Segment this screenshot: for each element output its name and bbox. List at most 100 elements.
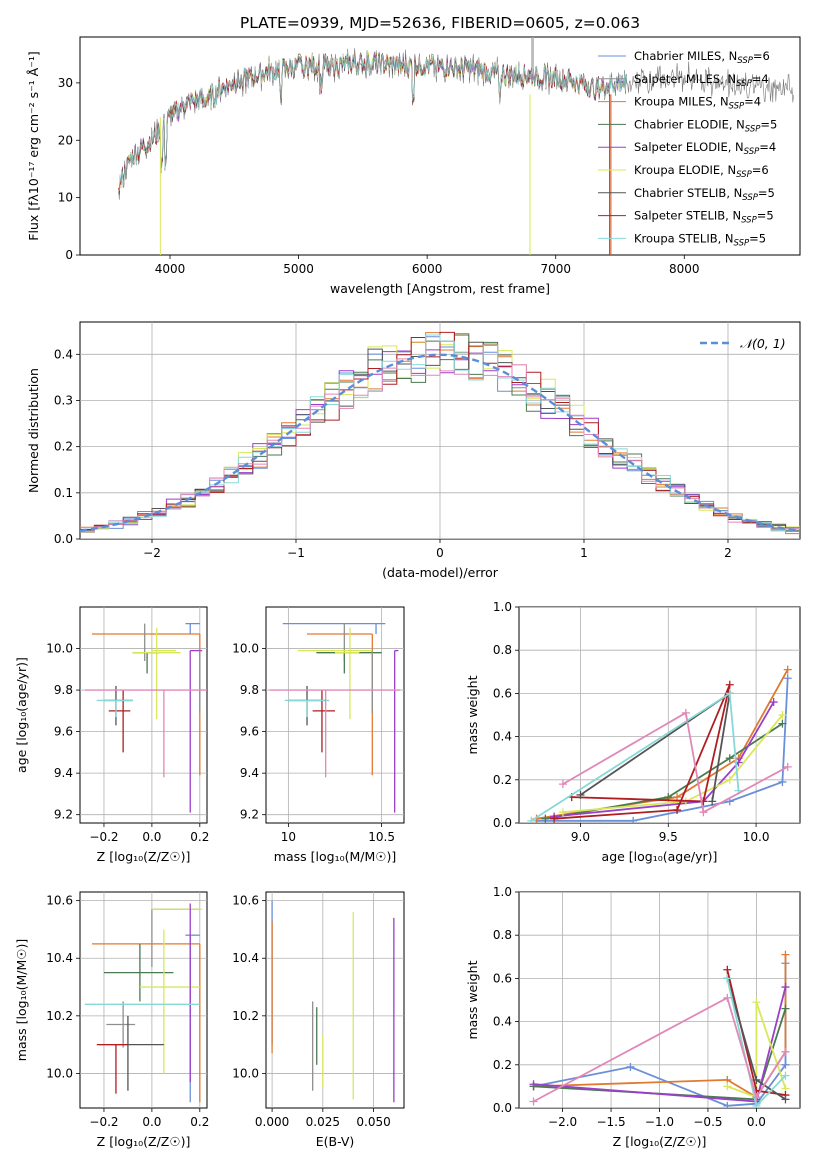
x-tick-label: 0.2 — [190, 1115, 209, 1129]
error-bars — [84, 903, 203, 1103]
x-axis-label: E(B-V) — [316, 1134, 355, 1149]
legend-suffix: =6 — [752, 163, 769, 177]
x-tick-label: 0.0 — [747, 1115, 766, 1129]
legend-suffix: =4 — [759, 140, 776, 154]
x-axis-label: Z [log₁₀(Z/Z☉)] — [97, 849, 191, 864]
legend-sub: SSP — [734, 238, 750, 248]
legend-sub: SSP — [729, 102, 745, 112]
weight-marker — [783, 674, 792, 683]
x-tick-label: 8000 — [669, 262, 700, 276]
y-tick-label: 9.4 — [54, 766, 73, 780]
weight-marker — [725, 754, 734, 763]
weight-marker — [778, 777, 787, 786]
weight-marker — [576, 790, 585, 799]
error-bar-point — [91, 943, 201, 1103]
weight-marker — [550, 814, 559, 823]
legend-name: Salpeter STELIB, N — [634, 209, 741, 223]
weight-marker — [781, 983, 790, 992]
plot-content — [118, 37, 794, 255]
y-axis-label: mass weight — [465, 675, 480, 754]
legend-suffix: =4 — [744, 95, 761, 109]
weight-marker — [752, 1101, 761, 1108]
weight-marker — [781, 1060, 790, 1069]
plot-content — [80, 322, 800, 539]
y-tick-label: 0.0 — [54, 532, 73, 546]
y-tick-label: 0.1 — [54, 486, 73, 500]
legend-name: Salpeter ELODIE, N — [634, 140, 744, 154]
y-tick-label: 10.0 — [232, 642, 259, 656]
weight-marker — [778, 719, 787, 728]
weight-line — [554, 701, 775, 818]
axes-residuals: −2 −1 0 1 2 0.0 0.1 0.2 0.3 0.4 (data-model)/error… — [26, 321, 801, 580]
axes-mass_vs_ebv: 0.000 0.025 0.050 10.0 10.2 10.4 10.6 E(B-V) — [232, 891, 405, 1149]
plot-content — [266, 892, 404, 1108]
y-tick-label: 30 — [58, 76, 73, 90]
plot-area — [518, 606, 801, 824]
x-axis-label: (data-model)/error — [382, 565, 499, 580]
weight-marker — [558, 808, 567, 817]
normal-curve — [80, 353, 800, 533]
plot-content — [519, 892, 800, 1108]
legend-name: Kroupa MILES, N — [634, 95, 729, 109]
y-tick-label: 0.0 — [493, 1101, 512, 1115]
legend-entry: Kroupa STELIB, NSSP=5 — [634, 231, 766, 248]
x-tick-label: −1.5 — [596, 1115, 625, 1129]
y-axis-label: Normed distribution — [26, 368, 41, 493]
x-tick-label: 0.0 — [142, 830, 161, 844]
legend-entry: Chabrier MILES, NSSP=6 — [634, 49, 770, 66]
plot-content — [80, 892, 207, 1108]
error-bar-point — [335, 627, 360, 720]
plot-content — [266, 607, 404, 823]
y-tick-label: 0.0 — [493, 816, 512, 830]
y-tick-label: 9.2 — [240, 808, 259, 822]
error-bar-point — [106, 1001, 136, 1048]
plot-area — [79, 891, 208, 1109]
legend-entry: Salpeter MILES, NSSP=4 — [634, 72, 769, 89]
error-bars — [84, 622, 207, 813]
x-axis-label: Z [log₁₀(Z/Z☉)] — [97, 1134, 191, 1149]
y-tick-label: 20 — [58, 133, 73, 147]
error-bar-point — [96, 1043, 128, 1094]
y-tick-label: 0 — [65, 248, 73, 262]
x-tick-label: 10 — [281, 830, 296, 844]
plot-area — [79, 606, 208, 824]
y-tick-label: 10.0 — [46, 642, 73, 656]
weight-marker — [708, 797, 717, 806]
error-bars — [269, 622, 401, 813]
weight-series — [529, 950, 790, 1108]
x-tick-label: 1 — [580, 546, 588, 560]
legend-entry: Chabrier ELODIE, NSSP=5 — [634, 117, 777, 134]
legend-name: Salpeter MILES, N — [634, 72, 736, 86]
legend-entry: 𝒩(0, 1) — [740, 336, 786, 351]
x-tick-label: 7000 — [540, 262, 571, 276]
y-tick-label: 0.6 — [493, 686, 512, 700]
x-tick-label: −1.0 — [645, 1115, 674, 1129]
y-tick-label: 10.0 — [232, 1066, 259, 1080]
residual-histogram — [80, 334, 800, 532]
weight-marker — [752, 1075, 761, 1084]
weight-series — [527, 665, 792, 823]
x-tick-label: −0.2 — [89, 830, 118, 844]
legend-suffix: =5 — [760, 117, 777, 131]
error-bars — [271, 900, 395, 1103]
y-tick-label: 10.2 — [46, 1009, 73, 1023]
legend-suffix: =4 — [752, 72, 769, 86]
plot-content — [80, 607, 207, 823]
weight-line — [533, 996, 787, 1103]
x-tick-label: 0.025 — [306, 1115, 340, 1129]
plot-area — [265, 891, 405, 1109]
x-tick-label: 0.0 — [142, 1115, 161, 1129]
legend-name: Chabrier ELODIE, N — [634, 117, 745, 131]
residual-histogram — [80, 358, 800, 532]
weight-marker — [781, 1071, 790, 1080]
legend-name: Kroupa STELIB, N — [634, 231, 734, 245]
error-bar-point — [103, 943, 174, 1002]
y-tick-label: 0.4 — [54, 347, 73, 361]
y-tick-label: 9.6 — [240, 725, 259, 739]
legend-name: Kroupa ELODIE, N — [634, 163, 736, 177]
y-tick-label: 10.2 — [232, 1009, 259, 1023]
x-axis-label: mass [log₁₀(M/M☉)] — [274, 849, 396, 864]
legend-sub: SSP — [741, 216, 757, 226]
legend-name: Chabrier MILES, N — [634, 49, 737, 63]
